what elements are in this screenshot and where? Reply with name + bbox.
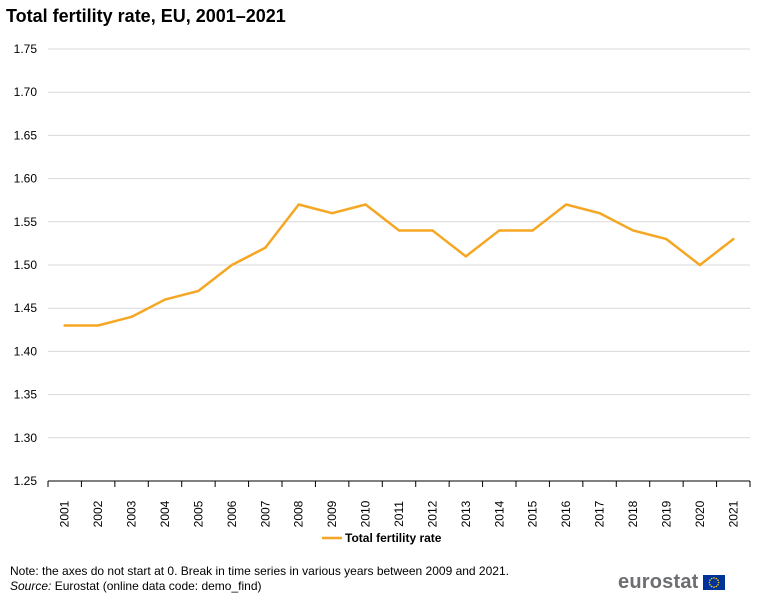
- y-axis-ticks: 1.25 1.30 1.35 1.40 1.45 1.50 1.55 1.60 1.65 1.70…: [14, 42, 38, 488]
- x-tick-label: 2020: [693, 500, 707, 527]
- x-tick-label: 2001: [58, 500, 72, 527]
- data-point: [264, 246, 267, 249]
- x-tick-label: 2019: [659, 500, 673, 527]
- x-tick-label: 2006: [225, 500, 239, 527]
- data-point: [230, 263, 234, 267]
- eu-flag-icon: [702, 575, 725, 590]
- data-point: [330, 211, 334, 215]
- data-point: [431, 229, 434, 232]
- data-point: [598, 211, 601, 215]
- x-tick-label: 2015: [526, 500, 540, 527]
- data-point: [96, 324, 100, 327]
- x-tick-label: 2003: [125, 500, 139, 527]
- legend-label: Total fertility rate: [345, 531, 442, 545]
- flag-star: [710, 585, 713, 588]
- flag-star: [712, 586, 715, 588]
- x-axis: [47, 480, 751, 487]
- x-tick-label: 2013: [459, 500, 473, 527]
- eurostat-logo: eurostat: [618, 571, 725, 594]
- flag-star: [717, 581, 719, 584]
- data-point: [197, 289, 200, 293]
- x-tick-label: 2012: [425, 500, 439, 527]
- flag-star: [712, 577, 715, 579]
- data-point: [163, 298, 167, 301]
- legend: Total fertility rate: [322, 531, 442, 545]
- source-text: Eurostat (online data code: demo_find): [51, 579, 262, 593]
- y-tick-label: 1.55: [14, 215, 38, 229]
- x-tick-label: 2002: [91, 500, 105, 527]
- flag-star: [715, 577, 717, 580]
- eurostat-logo-text: eurostat: [618, 571, 699, 593]
- data-point: [732, 237, 735, 241]
- data-point: [464, 255, 468, 258]
- y-tick-label: 1.65: [14, 128, 38, 142]
- y-tick-label: 1.25: [14, 474, 38, 488]
- data-point: [498, 229, 501, 232]
- series-layer: [63, 203, 735, 327]
- data-point: [564, 203, 568, 206]
- x-tick-label: 2017: [593, 500, 607, 527]
- y-tick-label: 1.50: [14, 258, 38, 272]
- x-tick-label: 2009: [325, 500, 339, 527]
- y-tick-label: 1.30: [14, 431, 38, 445]
- data-point: [297, 203, 300, 206]
- y-tick-label: 1.70: [14, 85, 38, 99]
- x-tick-label: 2016: [559, 500, 573, 527]
- flag-star: [708, 579, 711, 581]
- source-label: Source:: [10, 579, 52, 593]
- data-point: [631, 229, 635, 232]
- y-tick-label: 1.60: [14, 172, 38, 186]
- line-chart: 1.25 1.30 1.35 1.40 1.45 1.50 1.55 1.60 1.65 1.70…: [14, 42, 751, 545]
- x-axis-ticks: 2001 2002 2003 2004 2005 2006 2007 2008 2009 2010…: [58, 500, 741, 527]
- flag-star: [710, 577, 713, 580]
- x-tick-label: 2007: [258, 500, 272, 527]
- y-tick-label: 1.45: [14, 301, 38, 315]
- x-tick-label: 2018: [626, 500, 640, 527]
- x-tick-label: 2008: [292, 500, 306, 527]
- data-point: [63, 324, 66, 327]
- flag-star: [716, 579, 719, 581]
- flag-star: [716, 584, 719, 586]
- flag-star: [708, 584, 711, 586]
- flag-star: [708, 581, 710, 584]
- data-point: [698, 263, 702, 267]
- data-point: [397, 229, 401, 232]
- chart-title: Total fertility rate, EU, 2001–2021: [6, 6, 286, 26]
- gridlines: [48, 48, 750, 439]
- x-tick-label: 2021: [726, 500, 740, 527]
- data-point: [364, 203, 367, 206]
- data-point: [130, 315, 133, 319]
- data-point: [531, 229, 534, 232]
- chart-note: Note: the axes do not start at 0. Break …: [10, 564, 509, 578]
- x-tick-label: 2014: [492, 500, 506, 527]
- y-tick-label: 1.40: [14, 344, 38, 358]
- chart-source: Source: Eurostat (online data code: demo…: [10, 579, 262, 594]
- x-tick-label: 2004: [158, 500, 172, 527]
- x-tick-label: 2005: [191, 500, 205, 527]
- y-tick-label: 1.35: [14, 388, 38, 402]
- x-tick-label: 2011: [392, 501, 406, 527]
- flag-star: [715, 585, 717, 588]
- y-tick-label: 1.75: [14, 42, 38, 56]
- data-point: [665, 237, 668, 241]
- x-tick-label: 2010: [359, 500, 373, 527]
